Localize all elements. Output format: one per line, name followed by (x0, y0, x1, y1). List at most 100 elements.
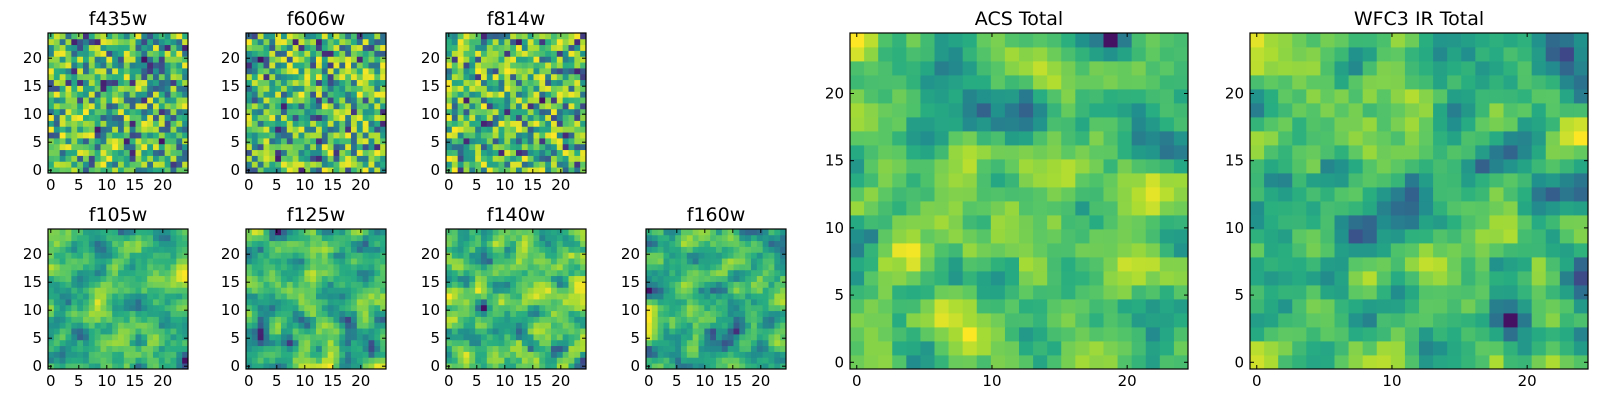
heatmap-cell (182, 114, 189, 121)
heatmap-cell (504, 50, 511, 57)
heatmap-cell (556, 108, 564, 116)
heatmap-cell (864, 285, 879, 300)
heatmap-cell (469, 269, 476, 277)
heatmap-cell (756, 246, 764, 253)
heatmap-cell (286, 108, 294, 116)
heatmap-cell (147, 345, 154, 352)
heatmap-cell (574, 269, 581, 277)
heatmap-cell (59, 275, 66, 282)
heatmap-cell (59, 120, 66, 127)
heatmap-cell (1019, 173, 1034, 188)
heatmap-cell (380, 258, 387, 265)
heatmap-cell (281, 304, 288, 312)
heatmap-cell (281, 103, 288, 110)
heatmap-cell (446, 351, 453, 358)
heatmap-cell (1545, 327, 1561, 342)
heatmap-cell (646, 357, 653, 364)
heatmap-cell (153, 167, 160, 174)
heatmap-cell (510, 351, 517, 358)
heatmap-cell (292, 240, 299, 247)
heatmap-cell (686, 304, 694, 312)
heatmap-cell (123, 345, 131, 352)
heatmap-cell (327, 287, 334, 294)
heatmap-cell (327, 38, 334, 46)
heatmap-cell (112, 264, 119, 271)
heatmap-cell (727, 229, 734, 236)
heatmap-cell (351, 38, 358, 46)
heatmap-cell (351, 120, 358, 127)
heatmap-cell (504, 73, 511, 81)
heatmap-cell (100, 246, 107, 253)
heatmap-cell (153, 50, 160, 57)
heatmap-cell (333, 246, 340, 253)
heatmap-cell (457, 79, 464, 86)
heatmap-cell (762, 345, 769, 352)
heatmap-cell (580, 275, 587, 282)
heatmap-cell (147, 108, 154, 116)
heatmap-cell (681, 252, 688, 259)
heatmap-cell (850, 201, 865, 216)
heatmap-cell (316, 316, 323, 323)
heatmap-cell (321, 108, 329, 116)
heatmap-cell (48, 357, 55, 364)
heatmap-cell (339, 334, 346, 341)
heatmap-cell (481, 62, 488, 69)
heatmap-cell (48, 149, 55, 156)
heatmap-cell (710, 322, 717, 329)
heatmap-cell (551, 269, 558, 277)
heatmap-cell (934, 145, 949, 160)
heatmap-cell (498, 316, 505, 323)
y-tick-label: 0 (430, 161, 440, 179)
heatmap-cell (533, 91, 540, 98)
heatmap-cell (374, 132, 381, 139)
heatmap-cell (345, 155, 352, 162)
heatmap-cell (286, 293, 294, 300)
heatmap-cell (457, 281, 464, 288)
heatmap-cell (53, 252, 61, 259)
x-tick-label: 10 (97, 372, 116, 390)
heatmap-cell (339, 328, 346, 335)
heatmap-cell (327, 345, 334, 352)
heatmap-cell (646, 310, 653, 317)
heatmap-cell (457, 155, 464, 162)
heatmap-cell (339, 287, 346, 294)
heatmap-cell (486, 357, 494, 364)
heatmap-cell (304, 132, 311, 139)
heatmap-cell (164, 316, 171, 323)
heatmap-cell (374, 33, 381, 40)
heatmap-cell (864, 243, 879, 258)
heatmap-cell (112, 138, 119, 145)
heatmap-cell (88, 258, 96, 265)
heatmap-cell (580, 339, 587, 347)
heatmap-cell (663, 310, 670, 317)
heatmap-cell (251, 339, 259, 347)
heatmap-cell (756, 287, 764, 294)
heatmap-cell (850, 271, 865, 286)
heatmap-cell (457, 38, 464, 46)
heatmap-cell (321, 73, 329, 81)
heatmap-cell (100, 304, 107, 312)
heatmap-cell (492, 85, 499, 92)
heatmap-cell (692, 357, 699, 364)
heatmap-cell (864, 327, 879, 342)
heatmap-cell (251, 44, 259, 51)
heatmap-cell (106, 246, 113, 253)
heatmap-cell (112, 68, 119, 75)
heatmap-cell (1173, 117, 1189, 132)
heatmap-cell (77, 149, 84, 156)
heatmap-cell (339, 322, 346, 329)
heatmap-cell (304, 316, 311, 323)
heatmap-cell (123, 275, 131, 282)
heatmap-cell (310, 73, 317, 81)
heatmap-cell (94, 328, 101, 335)
heatmap-cell (551, 73, 558, 81)
heatmap-cell (135, 357, 142, 364)
heatmap-cell (351, 328, 358, 335)
heatmap-cell (1117, 285, 1133, 300)
heatmap-cell (141, 143, 148, 151)
heatmap-cell (646, 246, 653, 253)
heatmap-cell (1404, 355, 1420, 370)
heatmap-cell (504, 120, 511, 127)
heatmap-cell (263, 264, 270, 271)
heatmap-cell (59, 62, 66, 69)
